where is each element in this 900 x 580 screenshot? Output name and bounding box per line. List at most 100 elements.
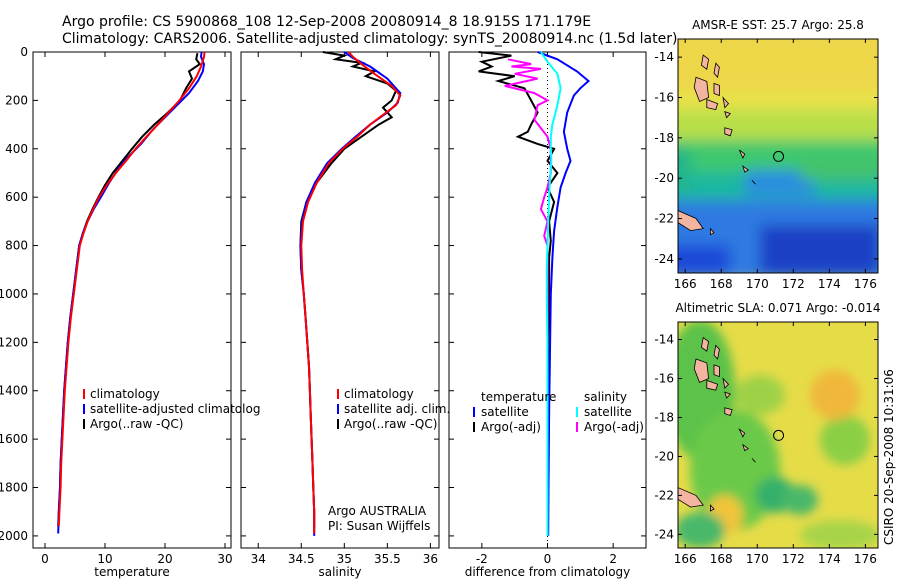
island-outlines — [678, 336, 756, 512]
legend-heading: salinity — [584, 390, 627, 404]
x-tick-label: 10 — [97, 552, 112, 566]
y-tick-label: -14 — [654, 50, 674, 64]
float-position-marker — [773, 429, 785, 441]
x-tick-label: 36 — [423, 552, 438, 566]
x-axis-label: difference from climatology — [465, 565, 631, 579]
sla-map-field — [678, 322, 878, 548]
series-line — [57, 51, 206, 534]
x-tick-label: 168 — [710, 277, 733, 291]
map-frame — [677, 321, 879, 549]
island-shape — [742, 443, 750, 452]
x-tick-label: 176 — [854, 277, 877, 291]
island-shape — [713, 364, 720, 378]
y-tick-label: 600 — [5, 190, 28, 204]
panel-frame — [240, 51, 440, 549]
x-tick-label: 34 — [251, 552, 266, 566]
x-axis-label: salinity — [318, 565, 361, 579]
series-line — [540, 51, 562, 536]
y-tick-label: 1600 — [0, 432, 28, 446]
sst-map-panel — [677, 38, 879, 274]
map-title: Altimetric SLA: 0.071 Argo: -0.014 — [675, 301, 880, 315]
y-tick-label: 400 — [5, 142, 28, 156]
x-tick-label: 0 — [544, 552, 552, 566]
legend-entry: climatology — [344, 387, 414, 401]
series-line — [299, 51, 402, 536]
x-tick-label: 168 — [710, 552, 733, 566]
y-tick-label: 1400 — [0, 384, 28, 398]
island-shape — [751, 458, 756, 463]
x-tick-label: 35.5 — [374, 552, 401, 566]
island-shape — [724, 391, 732, 399]
x-tick-label: 20 — [157, 552, 172, 566]
x-axis-label: temperature — [94, 565, 169, 579]
y-tick-label: -22 — [654, 488, 674, 502]
island-shape — [710, 227, 715, 236]
panel-frame — [32, 51, 232, 549]
island-shape — [706, 98, 719, 111]
y-tick-label: -24 — [654, 252, 674, 266]
island-shape — [724, 127, 733, 137]
x-tick-label: -2 — [476, 552, 488, 566]
island-shape — [738, 149, 746, 159]
legend-entry: satellite — [584, 405, 632, 419]
header-line-1: Argo profile: CS 5900868_108 12-Sep-2008… — [62, 14, 591, 30]
y-tick-label: -18 — [654, 410, 674, 424]
float-position-marker — [773, 150, 785, 162]
x-tick-label: 174 — [818, 552, 841, 566]
legend-entry: Argo(..raw -QC) — [90, 417, 183, 431]
island-shape — [706, 379, 719, 391]
profile-panel-2 — [240, 51, 440, 549]
x-tick-label: 166 — [674, 277, 697, 291]
x-tick-label: 35 — [337, 552, 352, 566]
x-tick-label: 172 — [782, 277, 805, 291]
island-shape — [722, 377, 730, 390]
annotation-text: Argo AUSTRALIA — [328, 504, 427, 518]
y-tick-label: -24 — [654, 527, 674, 541]
island-shape — [724, 407, 733, 417]
island-shape — [678, 210, 704, 232]
island-shape — [693, 76, 710, 103]
x-tick-label: 176 — [854, 552, 877, 566]
island-shape — [710, 504, 715, 512]
map-frame — [677, 38, 879, 274]
y-tick-label: 1000 — [0, 287, 28, 301]
island-shape — [722, 96, 730, 109]
island-shape — [700, 54, 710, 71]
x-tick-label: 166 — [674, 552, 697, 566]
island-shape — [700, 336, 710, 352]
legend-entry: satellite — [481, 405, 529, 419]
island-shape — [738, 427, 746, 438]
x-tick-label: 172 — [782, 552, 805, 566]
annotation-text: PI: Susan Wijffels — [328, 519, 430, 533]
y-tick-label: -16 — [654, 372, 674, 386]
sst-map-field — [678, 39, 878, 273]
y-tick-label: -18 — [654, 131, 674, 145]
y-tick-label: 200 — [5, 93, 28, 107]
y-tick-label: -20 — [654, 449, 674, 463]
header-line-2: Climatology: CARS2006. Satellite-adjuste… — [62, 31, 677, 47]
legend-entry: satellite-adjusted climatolog — [90, 402, 260, 416]
x-tick-label: 30 — [217, 552, 232, 566]
island-outlines — [678, 54, 756, 236]
series-line — [299, 51, 398, 529]
legend-entry: Argo(-adj) — [481, 420, 541, 434]
profile-panel-3 — [448, 51, 647, 549]
y-tick-label: 0 — [20, 45, 28, 59]
legend-entry: Argo(-adj) — [584, 420, 644, 434]
island-shape — [678, 487, 704, 508]
series-line — [537, 51, 591, 536]
x-tick-label: 2 — [609, 552, 617, 566]
island-shape — [713, 344, 720, 360]
y-tick-label: -16 — [654, 91, 674, 105]
island-shape — [751, 179, 756, 185]
y-tick-label: -14 — [654, 333, 674, 347]
legend-entry: Argo(..raw -QC) — [344, 417, 437, 431]
y-tick-label: 2000 — [0, 529, 28, 543]
x-tick-label: 34.5 — [288, 552, 315, 566]
island-shape — [693, 358, 710, 383]
island-shape — [713, 62, 720, 79]
island-shape — [713, 82, 720, 97]
y-tick-label: -20 — [654, 171, 674, 185]
profile-panel-1 — [32, 51, 232, 549]
